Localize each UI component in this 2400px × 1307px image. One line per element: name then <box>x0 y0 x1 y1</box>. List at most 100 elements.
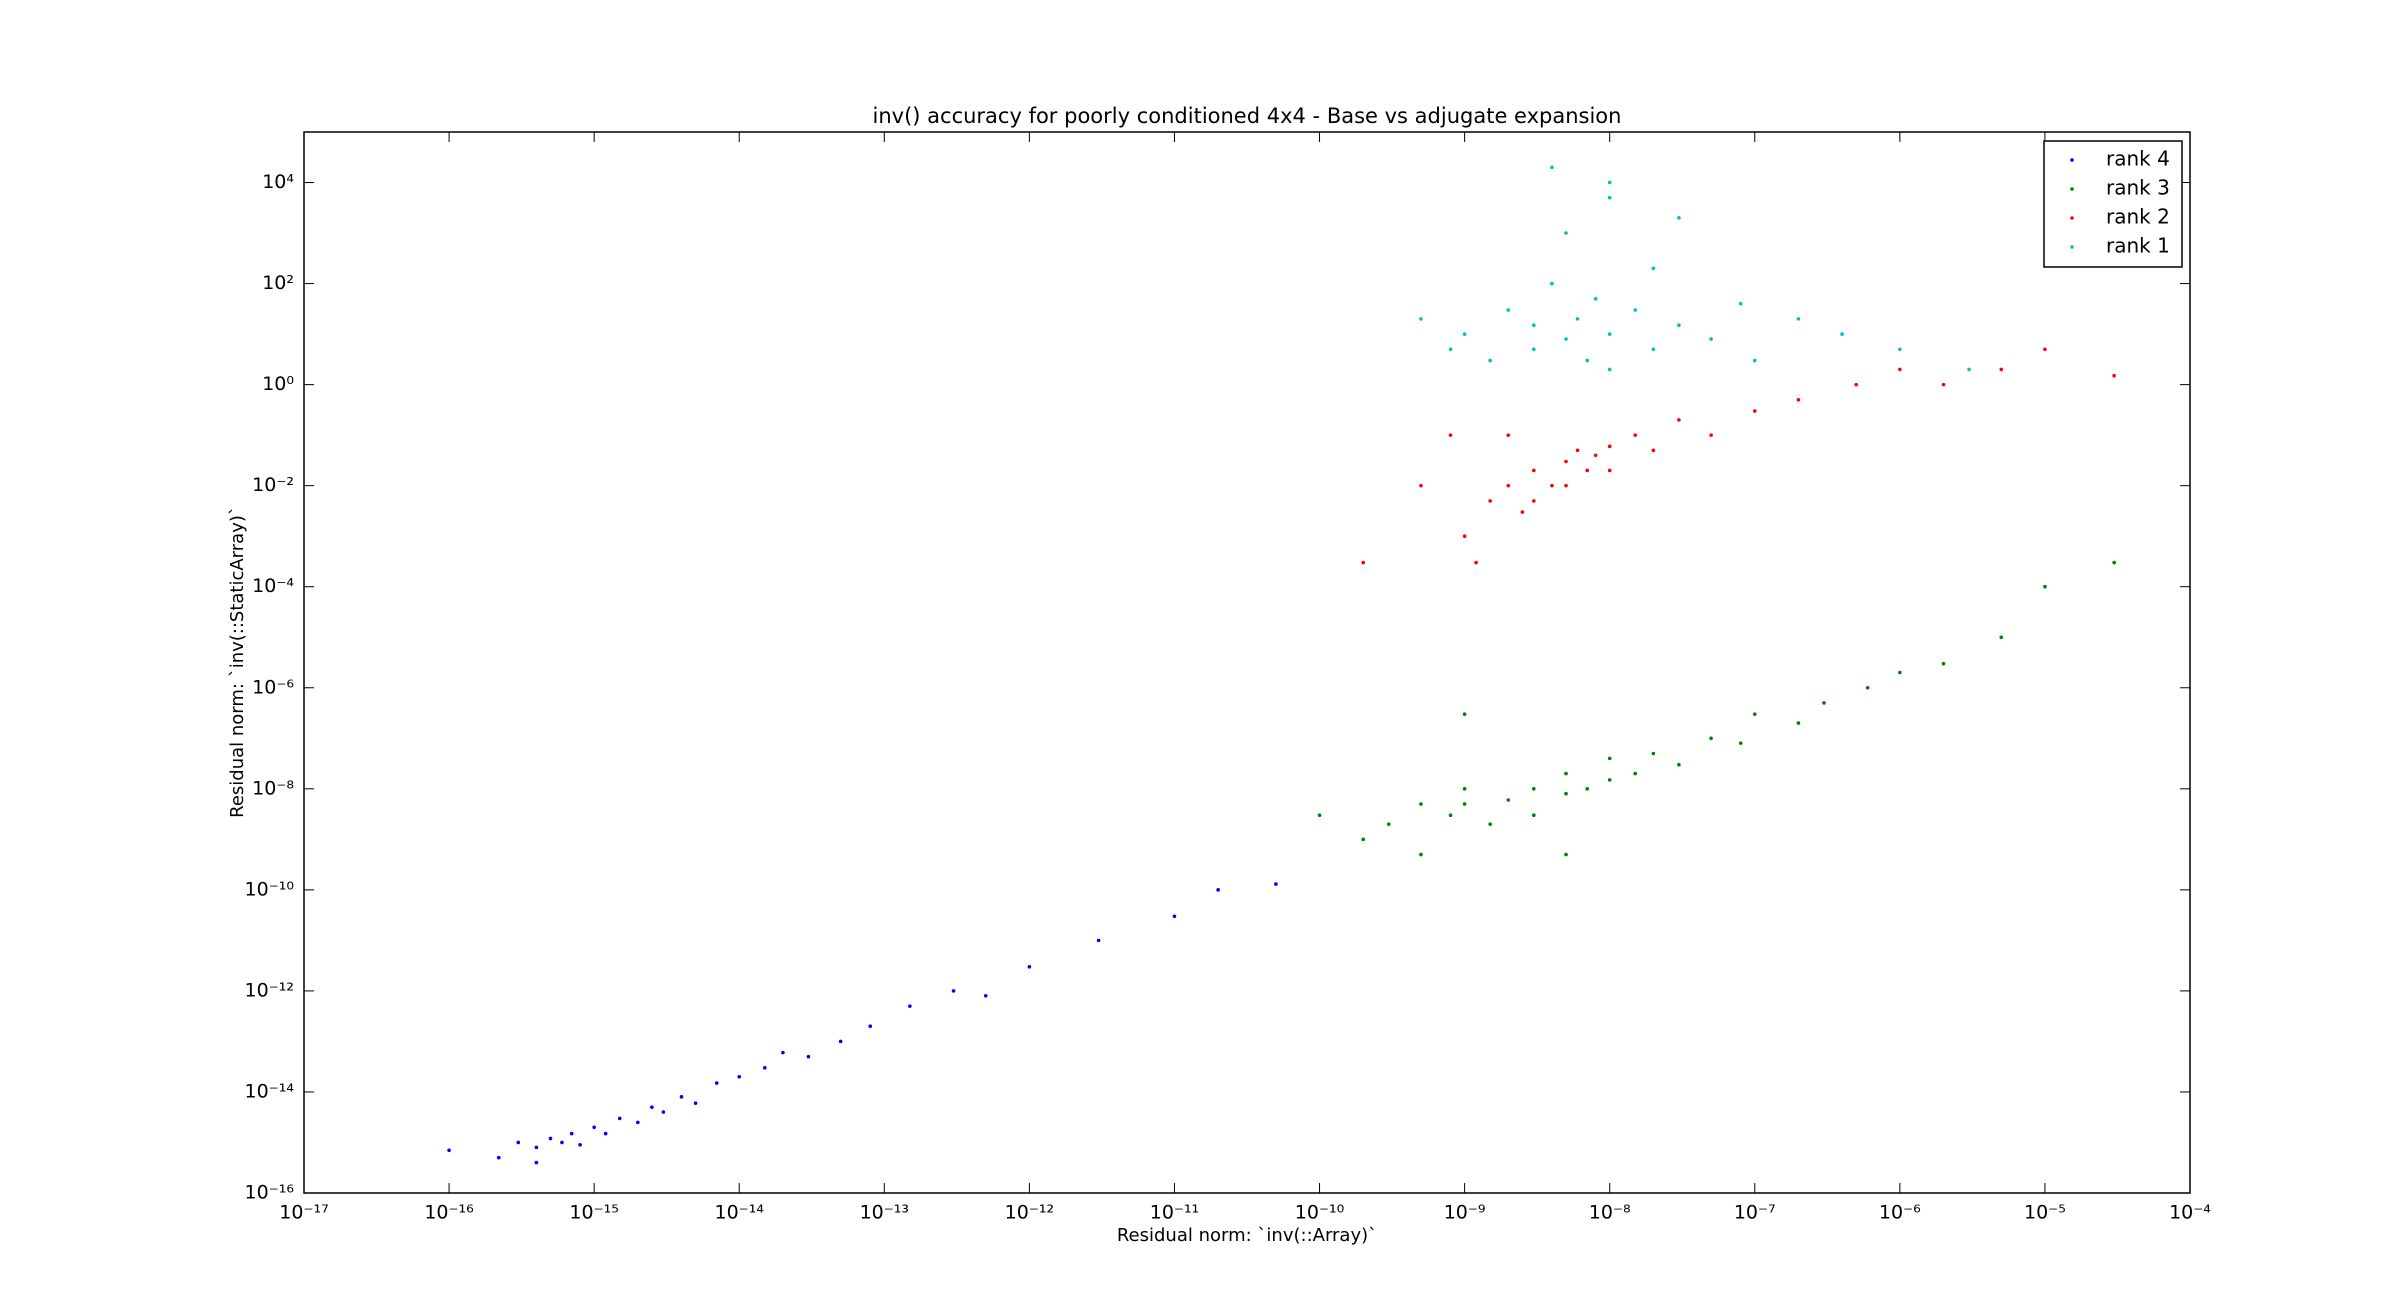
point <box>806 1054 811 1059</box>
point <box>1607 180 1612 185</box>
point <box>1585 468 1590 473</box>
point <box>1575 448 1580 453</box>
point <box>1738 301 1743 306</box>
legend-marker <box>2070 158 2074 162</box>
point <box>1488 822 1492 826</box>
point <box>1575 317 1580 321</box>
y-tick-label: 10⁻⁴ <box>252 575 294 597</box>
point <box>1550 483 1554 488</box>
point <box>762 1066 767 1070</box>
x-tick-label: 10⁻¹⁶ <box>424 1202 473 1224</box>
point <box>636 1120 640 1125</box>
point <box>1096 938 1101 943</box>
point <box>1593 296 1598 301</box>
point <box>1709 337 1713 341</box>
x-tick-label: 10⁻⁵ <box>2024 1202 2066 1224</box>
point <box>1651 347 1656 352</box>
point <box>868 1024 873 1029</box>
point <box>1854 382 1858 387</box>
point <box>1532 468 1536 473</box>
point <box>1677 216 1681 220</box>
legend-marker <box>2070 216 2074 220</box>
x-tick-label: 10⁻¹³ <box>860 1202 909 1224</box>
point <box>560 1140 564 1145</box>
point <box>908 1004 912 1008</box>
point <box>1474 560 1478 565</box>
point <box>1532 499 1536 503</box>
x-axis-label: Residual norm: `inv(::Array)` <box>1117 1225 1377 1246</box>
point <box>1448 347 1453 352</box>
point <box>1593 453 1598 458</box>
point <box>447 1148 451 1153</box>
point <box>1419 483 1423 488</box>
y-tick-label: 10⁻¹⁰ <box>245 878 294 900</box>
point <box>661 1110 666 1114</box>
point <box>1317 813 1322 818</box>
point <box>603 1131 608 1136</box>
point <box>1488 358 1492 363</box>
point <box>1506 798 1511 802</box>
point <box>569 1131 574 1136</box>
point <box>1361 837 1366 842</box>
x-tick-label: 10⁻¹¹ <box>1150 1202 1199 1224</box>
point <box>1633 308 1638 312</box>
x-tick-label: 10⁻⁷ <box>1734 1202 1776 1224</box>
point <box>1532 813 1536 818</box>
point <box>1274 882 1278 886</box>
y-tick-label: 10⁻¹⁶ <box>245 1182 294 1204</box>
point <box>1738 741 1743 745</box>
x-tick-label: 10⁻⁴ <box>2169 1202 2211 1224</box>
x-tick-label: 10⁻¹² <box>1005 1202 1054 1224</box>
point <box>1865 685 1870 690</box>
point <box>2112 373 2116 378</box>
point <box>1419 852 1423 857</box>
y-tick-label: 10⁻² <box>252 474 294 496</box>
point <box>1941 382 1946 387</box>
point <box>1607 468 1612 473</box>
point <box>1796 398 1801 402</box>
point <box>1506 433 1511 437</box>
point <box>516 1140 521 1145</box>
point <box>1607 444 1612 449</box>
point <box>1361 560 1366 565</box>
point <box>1564 483 1568 488</box>
x-tick-label: 10⁻¹⁴ <box>715 1202 765 1224</box>
y-tick-label: 10⁴ <box>262 171 294 193</box>
point <box>951 989 956 993</box>
point <box>1585 787 1590 791</box>
y-tick-label: 10⁻⁶ <box>252 676 294 698</box>
point <box>1967 367 1971 372</box>
point <box>1752 712 1757 716</box>
point <box>1585 358 1590 363</box>
point <box>1564 231 1568 235</box>
x-tick-label: 10⁻⁶ <box>1879 1202 1921 1224</box>
point <box>1607 195 1612 200</box>
point <box>781 1050 785 1055</box>
legend-label: rank 2 <box>2106 205 2170 229</box>
point <box>983 994 988 998</box>
point <box>1386 822 1391 826</box>
point <box>1564 459 1568 464</box>
point <box>1564 771 1568 776</box>
point <box>1462 534 1467 538</box>
series <box>1361 347 2116 565</box>
point <box>1607 367 1612 372</box>
series <box>1317 560 2116 857</box>
point <box>1822 701 1826 705</box>
point <box>1462 787 1467 791</box>
y-tick-label: 10⁻⁸ <box>252 777 294 799</box>
series <box>1419 165 1971 372</box>
point <box>1419 802 1423 806</box>
chart-title: inv() accuracy for poorly conditioned 4x… <box>873 104 1622 128</box>
point <box>548 1136 553 1141</box>
point <box>1752 409 1757 413</box>
point <box>1633 771 1638 776</box>
point <box>1419 317 1423 321</box>
y-tick-label: 10² <box>262 272 294 294</box>
point <box>1027 964 1032 969</box>
point <box>1709 736 1713 741</box>
point <box>1607 756 1612 761</box>
point <box>1898 347 1902 352</box>
